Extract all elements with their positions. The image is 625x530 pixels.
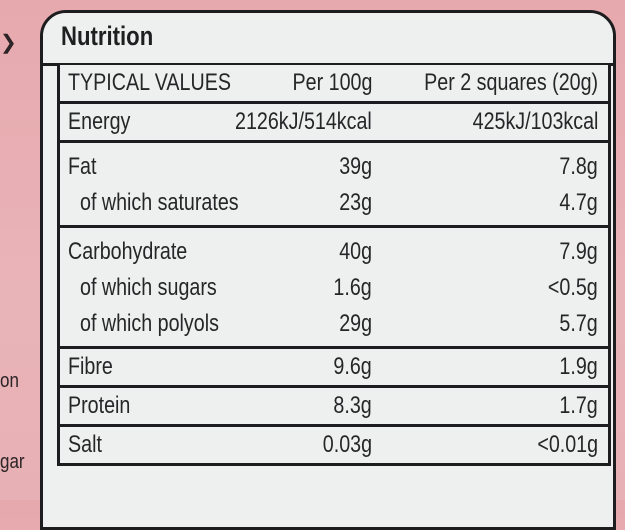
nutrient-section: Fat 39g 7.8g of which saturates 23g 4.7g xyxy=(60,140,608,225)
per-100g-value: 0.03g xyxy=(322,431,372,458)
nutrient-label: of which polyols xyxy=(80,310,219,337)
nutrition-table: TYPICAL VALUES Per 100g Per 2 squares (2… xyxy=(57,65,611,466)
nutrition-title: Nutrition xyxy=(61,21,154,51)
table-row: of which polyols 29g 5.7g xyxy=(60,306,608,342)
column-header-row: TYPICAL VALUES Per 100g Per 2 squares (2… xyxy=(60,65,608,101)
nutrient-label: Salt xyxy=(68,431,102,458)
nutrient-section: Salt 0.03g <0.01g xyxy=(60,424,608,463)
nutrient-label: Protein xyxy=(68,392,131,419)
nutrient-section: Carbohydrate 40g 7.9g of which sugars 1.6g <0… xyxy=(60,225,608,346)
table-row: of which saturates 23g 4.7g xyxy=(60,185,608,221)
table-row: Fat 39g 7.8g xyxy=(60,149,608,185)
nutrient-label: Fibre xyxy=(68,353,113,380)
nutrient-label: Carbohydrate xyxy=(68,238,188,265)
per-serving-value: 1.7g xyxy=(559,392,598,419)
table-row: Carbohydrate 40g 7.9g xyxy=(60,234,608,270)
per-serving-value: <0.5g xyxy=(548,274,598,301)
per-serving-value: 4.7g xyxy=(559,189,598,216)
per-100g-value: 29g xyxy=(339,310,372,337)
nutrient-label: Fat xyxy=(68,153,97,180)
per-serving-value: 425kJ/103kcal xyxy=(472,108,598,135)
header-section: TYPICAL VALUES Per 100g Per 2 squares (2… xyxy=(60,65,608,101)
per-serving-value: 5.7g xyxy=(559,310,598,337)
per-100g-header: Per 100g xyxy=(292,69,372,96)
per-serving-header: Per 2 squares (20g) xyxy=(424,69,598,96)
nutrition-panel: Nutrition TYPICAL VALUES Per 100g Per 2 … xyxy=(40,10,616,530)
packaging-edge-mark: ❯ xyxy=(0,32,17,54)
nutrient-sections: Energy 2126kJ/514kcal 425kJ/103kcal Fat 39g 7… xyxy=(60,101,608,463)
typical-values-header: TYPICAL VALUES xyxy=(68,69,231,96)
per-100g-value: 39g xyxy=(339,153,372,180)
per-100g-value: 2126kJ/514kcal xyxy=(235,108,372,135)
nutrition-header: Nutrition xyxy=(43,13,613,66)
packaging-edge-text-2: gar xyxy=(0,451,25,473)
table-row: Protein 8.3g 1.7g xyxy=(60,388,608,424)
per-100g-value: 9.6g xyxy=(333,353,372,380)
per-100g-value: 8.3g xyxy=(333,392,372,419)
table-row: Salt 0.03g <0.01g xyxy=(60,427,608,463)
per-serving-value: <0.01g xyxy=(537,431,598,458)
nutrient-label: of which saturates xyxy=(80,189,239,216)
nutrient-label: Energy xyxy=(68,108,131,135)
per-serving-value: 1.9g xyxy=(559,353,598,380)
table-row: Fibre 9.6g 1.9g xyxy=(60,349,608,385)
nutrient-section: Fibre 9.6g 1.9g xyxy=(60,346,608,385)
table-row: of which sugars 1.6g <0.5g xyxy=(60,270,608,306)
per-serving-value: 7.9g xyxy=(559,238,598,265)
table-row: Energy 2126kJ/514kcal 425kJ/103kcal xyxy=(60,104,608,140)
nutrient-section: Protein 8.3g 1.7g xyxy=(60,385,608,424)
nutrient-label: of which sugars xyxy=(80,274,217,301)
nutrient-section: Energy 2126kJ/514kcal 425kJ/103kcal xyxy=(60,101,608,140)
packaging-edge-text-1: on xyxy=(0,370,19,392)
per-100g-value: 40g xyxy=(339,238,372,265)
per-100g-value: 23g xyxy=(339,189,372,216)
per-100g-value: 1.6g xyxy=(333,274,372,301)
per-serving-value: 7.8g xyxy=(559,153,598,180)
